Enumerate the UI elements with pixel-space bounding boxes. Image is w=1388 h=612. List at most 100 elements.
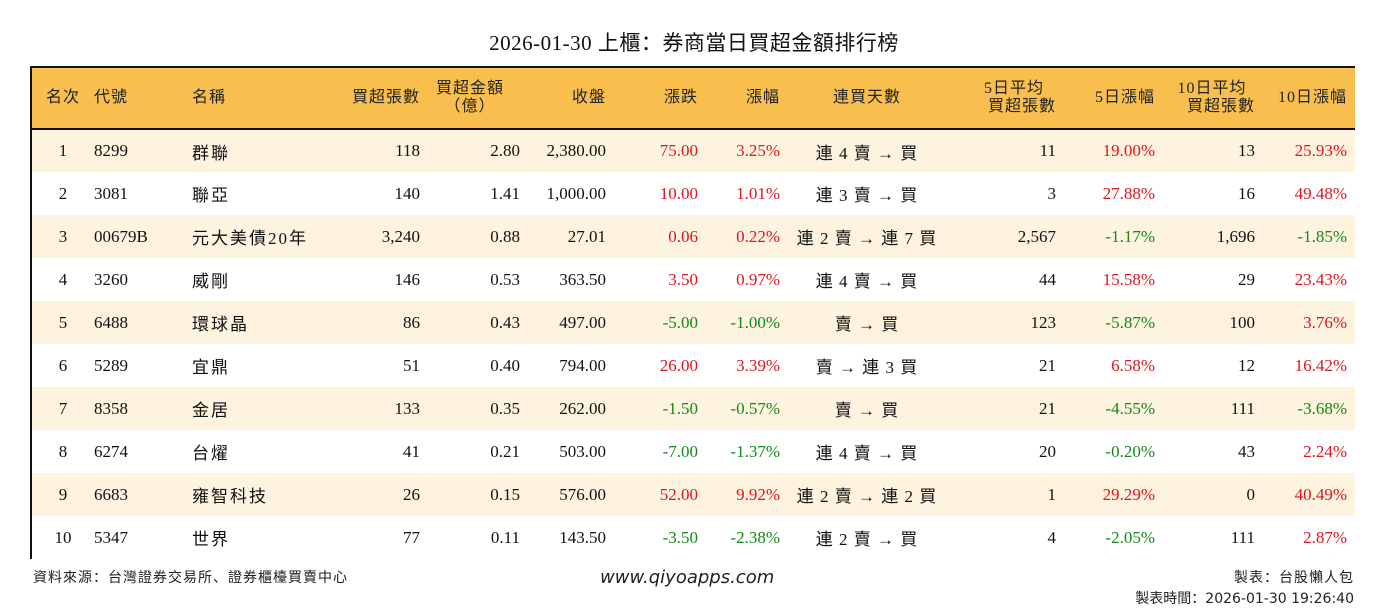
cell-streak: 連 4 賣 → 買 [815, 272, 919, 291]
table-body: 1 8299 群聯 118 2.80 2,380.00 75.00 3.25% 連 4 賣 → … [32, 129, 1355, 559]
col-header-code: 代號 [94, 89, 129, 106]
cell-avg5: 21 [1039, 355, 1056, 375]
cell-change-pct: 3.25% [736, 141, 780, 160]
cell-pct10: 3.76% [1303, 312, 1347, 332]
cell-net-buy-amount: 2.80 [490, 141, 520, 160]
cell-avg10: 111 [1230, 527, 1255, 547]
cell-change-pct: -2.38% [730, 527, 780, 547]
cell-pct10: 2.24% [1303, 441, 1347, 461]
cell-net-buy-lots: 133 [394, 398, 421, 418]
cell-code: 8299 [94, 141, 128, 160]
table-row: 2 3081 聯亞 140 1.41 1,000.00 10.00 1.01% 連 3 賣 → … [32, 172, 1355, 215]
cell-pct5: -1.17% [1105, 226, 1155, 246]
col-header-avg10: 10日平均 買超張數 [1155, 68, 1255, 129]
cell-avg5: 4 [1047, 527, 1057, 547]
table-row: 8 6274 台燿 41 0.21 503.00 -7.00 -1.37% 連 4 賣 → 買 2… [32, 430, 1355, 473]
cell-net-buy-amount: 0.11 [490, 527, 520, 547]
cell-net-buy-amount: 0.35 [490, 398, 520, 418]
page-title: 2026-01-30 上櫃：券商當日買超金額排行榜 [489, 31, 899, 55]
cell-close: 1,000.00 [546, 183, 607, 203]
cell-pct10: 49.48% [1294, 183, 1347, 203]
cell-rank: 4 [58, 269, 68, 289]
cell-net-buy-lots: 140 [394, 183, 421, 203]
cell-rank: 10 [54, 527, 72, 547]
table-row: 5 6488 環球晶 86 0.43 497.00 -5.00 -1.00% 賣 → 買 123 -… [32, 301, 1355, 344]
cell-code: 3260 [94, 269, 128, 289]
cell-avg5: 11 [1039, 141, 1056, 160]
cell-rank: 7 [58, 398, 68, 418]
cell-avg10: 111 [1230, 398, 1255, 418]
cell-name: 元大美債20年 [192, 229, 308, 248]
table-row: 6 5289 宜鼎 51 0.40 794.00 26.00 3.39% 賣 → 連 3 買 21… [32, 344, 1355, 387]
cell-pct5: -4.55% [1105, 398, 1155, 418]
cell-change: 10.00 [659, 183, 698, 203]
ranking-table: 名次 代號 名稱 買超張數 買超金額 （億） 收盤 漲跌 漲幅 連買天數 5日平… [32, 68, 1355, 559]
cell-rank: 9 [58, 484, 68, 504]
cell-change: -5.00 [662, 312, 698, 332]
cell-streak: 連 4 賣 → 買 [815, 444, 919, 463]
cell-close: 794.00 [559, 355, 606, 375]
cell-pct10: 23.43% [1294, 269, 1347, 289]
cell-name: 金居 [192, 401, 230, 420]
col-header-streak: 連買天數 [832, 89, 901, 106]
cell-pct10: 2.87% [1303, 527, 1347, 547]
cell-streak: 連 2 賣 → 連 7 買 [796, 229, 938, 248]
col-header-pct10: 10日漲幅 [1277, 89, 1347, 106]
cell-close: 27.01 [567, 226, 606, 246]
cell-net-buy-amount: 0.88 [490, 226, 520, 246]
ranking-table-container: 名次 代號 名稱 買超張數 買超金額 （億） 收盤 漲跌 漲幅 連買天數 5日平… [30, 66, 1355, 559]
website-link[interactable]: www.qiyoapps.com [600, 567, 775, 588]
cell-name: 威剛 [192, 272, 230, 291]
cell-net-buy-amount: 0.43 [490, 312, 520, 332]
cell-name: 宜鼎 [192, 358, 230, 377]
cell-net-buy-amount: 0.15 [490, 484, 520, 504]
cell-streak: 連 2 賣 → 連 2 買 [796, 487, 938, 506]
cell-pct5: -0.20% [1105, 441, 1155, 461]
cell-avg5: 2,567 [1017, 226, 1056, 246]
cell-name: 雍智科技 [192, 487, 268, 506]
cell-code: 6274 [94, 441, 128, 461]
cell-avg5: 44 [1039, 269, 1056, 289]
cell-avg5: 1 [1047, 484, 1057, 504]
cell-change: 3.50 [668, 269, 698, 289]
cell-net-buy-lots: 86 [403, 312, 420, 332]
cell-code: 00679B [94, 226, 148, 246]
table-row: 7 8358 金居 133 0.35 262.00 -1.50 -0.57% 賣 → 買 21 -4… [32, 387, 1355, 430]
cell-code: 6683 [94, 484, 128, 504]
cell-name: 環球晶 [192, 315, 249, 334]
cell-close: 576.00 [559, 484, 606, 504]
cell-name: 群聯 [192, 143, 230, 163]
table-row: 9 6683 雍智科技 26 0.15 576.00 52.00 9.92% 連 2 賣 → 連… [32, 473, 1355, 516]
cell-pct10: -1.85% [1297, 226, 1347, 246]
cell-change-pct: 1.01% [736, 183, 780, 203]
cell-streak: 連 4 賣 → 買 [815, 143, 919, 163]
table-row: 3 00679B 元大美債20年 3,240 0.88 27.01 0.06 0.22% 連 2… [32, 215, 1355, 258]
col-header-net-buy-amount-line2: （億） [444, 98, 496, 115]
cell-net-buy-lots: 118 [395, 141, 420, 160]
cell-pct5: 6.58% [1111, 355, 1155, 375]
cell-change: -7.00 [662, 441, 698, 461]
cell-net-buy-amount: 0.40 [490, 355, 520, 375]
cell-pct5: -2.05% [1105, 527, 1155, 547]
cell-streak: 連 2 賣 → 買 [815, 530, 919, 549]
cell-close: 497.00 [559, 312, 606, 332]
cell-close: 143.50 [559, 527, 606, 547]
cell-change-pct: 3.39% [736, 355, 780, 375]
cell-code: 5347 [94, 527, 128, 547]
cell-avg10: 0 [1246, 484, 1256, 504]
cell-avg10: 100 [1229, 312, 1256, 332]
cell-rank: 2 [58, 183, 68, 203]
author-note: 製表：台股懶人包 [1234, 570, 1354, 586]
cell-code: 5289 [94, 355, 128, 375]
col-header-close: 收盤 [571, 89, 606, 106]
table-row: 10 5347 世界 77 0.11 143.50 -3.50 -2.38% 連 2 賣 → 買… [32, 516, 1355, 559]
cell-change: 0.06 [668, 226, 698, 246]
cell-net-buy-amount: 1.41 [490, 183, 520, 203]
cell-streak: 賣 → 買 [834, 315, 900, 334]
col-header-avg5: 5日平均 買超張數 [952, 68, 1056, 129]
cell-change-pct: 9.92% [736, 484, 780, 504]
col-header-change-pct: 漲幅 [745, 89, 780, 106]
cell-change: 75.00 [659, 141, 698, 160]
cell-avg5: 123 [1030, 312, 1057, 332]
cell-rank: 1 [58, 141, 68, 160]
